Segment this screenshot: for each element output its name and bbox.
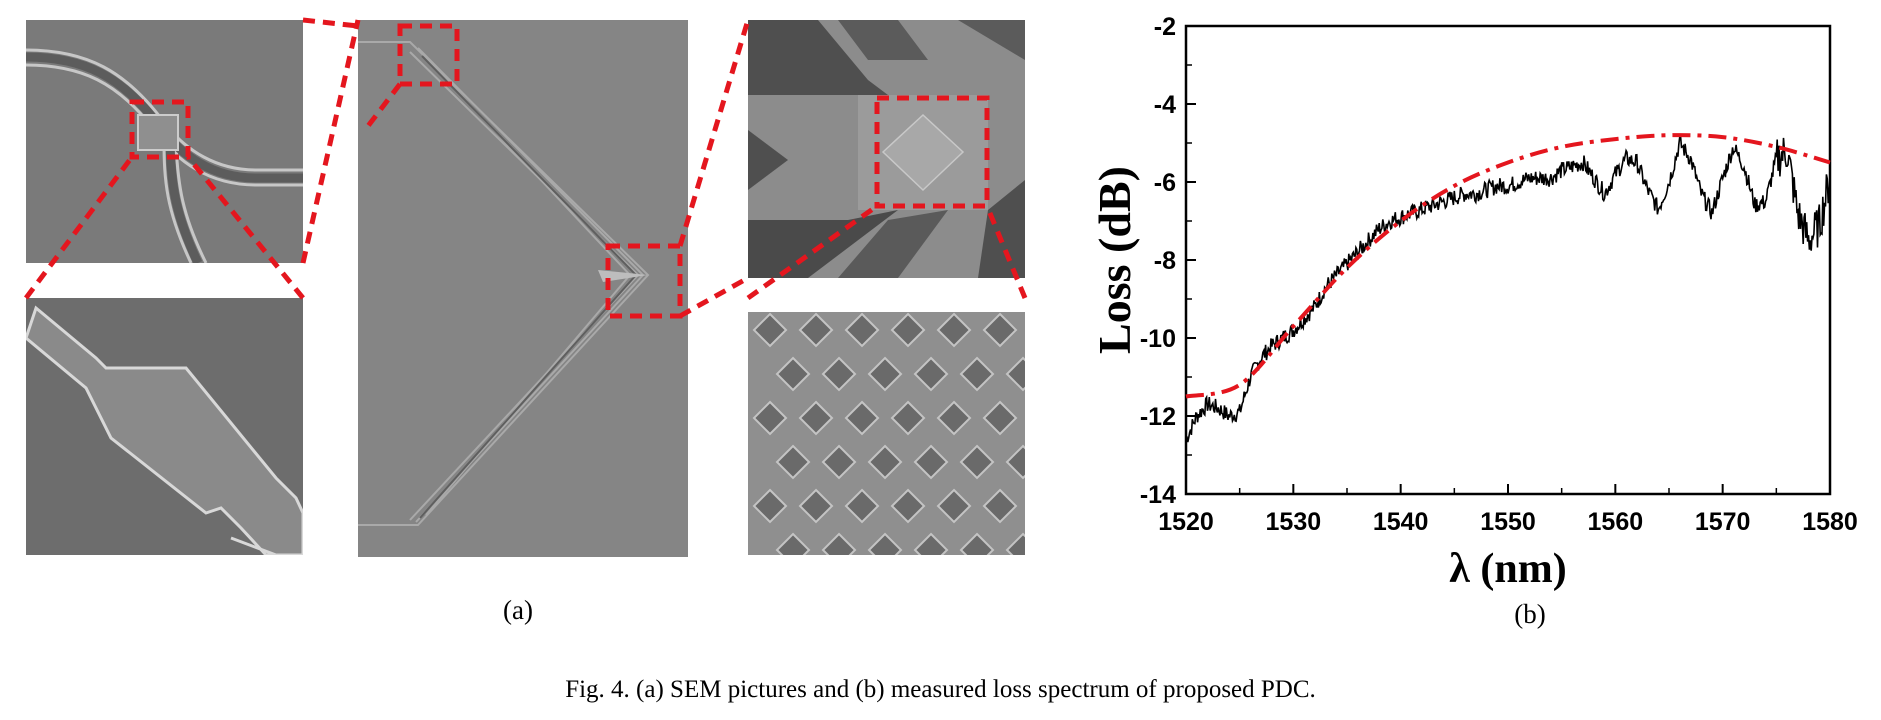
pc-hole <box>844 400 880 436</box>
y-tick-label: -10 <box>1140 325 1176 353</box>
pc-hole <box>798 488 834 524</box>
x-tick-label: 1540 <box>1373 508 1429 536</box>
y-axis: -2 -4 -6 -8 -10 -12 -14 <box>1140 13 1196 509</box>
envelope-fit-line <box>1185 133 1831 399</box>
pc-hole <box>867 356 903 392</box>
pc-hole <box>867 532 903 555</box>
pc-hole <box>959 444 995 480</box>
pc-hole <box>821 444 857 480</box>
pc-hole <box>959 532 995 555</box>
pc-hole <box>936 488 972 524</box>
pc-hole <box>867 444 903 480</box>
pc-hole <box>913 532 949 555</box>
y-tick-label: -6 <box>1154 169 1176 197</box>
x-tick-label: 1550 <box>1480 508 1536 536</box>
figure-caption: Fig. 4. (a) SEM pictures and (b) measure… <box>565 676 1316 703</box>
pc-hole <box>844 312 880 348</box>
pc-hole <box>752 400 788 436</box>
sem-junction-closeup <box>26 298 303 555</box>
x-tick-label: 1560 <box>1588 508 1644 536</box>
pc-hole <box>936 400 972 436</box>
x-tick-label: 1570 <box>1695 508 1751 536</box>
x-tick-label: 1520 <box>1158 508 1214 536</box>
pc-hole <box>1005 356 1025 392</box>
pc-hole <box>982 488 1018 524</box>
x-axis-label: λ (nm) <box>1449 546 1566 592</box>
x-tick-label: 1530 <box>1266 508 1322 536</box>
pc-hole <box>890 312 926 348</box>
panel-b-label: (b) <box>1514 599 1545 629</box>
measured-loss-line <box>1185 134 1831 443</box>
pc-hole <box>798 312 834 348</box>
pc-hole <box>752 312 788 348</box>
sem-center-overview <box>748 20 1025 278</box>
y-axis-label: Loss (dB) <box>1090 166 1140 354</box>
plot-frame <box>1184 24 1832 496</box>
pc-hole <box>798 400 834 436</box>
y-tick-label: -2 <box>1154 13 1176 41</box>
pc-hole <box>844 488 880 524</box>
pc-hole <box>890 488 926 524</box>
pc-hole <box>959 356 995 392</box>
pc-hole <box>913 356 949 392</box>
pc-hole <box>752 488 788 524</box>
pc-hole <box>1005 532 1025 555</box>
pc-hole <box>936 312 972 348</box>
pc-hole <box>890 400 926 436</box>
loss-spectrum-chart: -2-4-6-8-10-12-14 1520 1530 1540 1550 1560 15… <box>1090 13 1858 629</box>
y-tick-label: -14 <box>1140 481 1176 509</box>
panel-a-label: (a) <box>503 595 533 625</box>
x-axis: 1520 1530 1540 1550 1560 1570 1580 <box>1158 484 1858 536</box>
pc-hole <box>775 532 811 555</box>
y-tick-label: -8 <box>1154 247 1176 275</box>
sem-device-overview <box>358 20 688 557</box>
y-tick-label: -4 <box>1154 91 1176 119</box>
sem-junction-overview <box>26 20 303 263</box>
sem-photonic-crystal-closeup <box>748 312 1025 555</box>
pc-hole <box>982 312 1018 348</box>
pc-hole <box>821 532 857 555</box>
pc-hole <box>775 356 811 392</box>
pc-hole <box>775 444 811 480</box>
pc-hole <box>982 400 1018 436</box>
pc-hole <box>821 356 857 392</box>
pc-hole <box>913 444 949 480</box>
x-tick-label: 1580 <box>1802 508 1858 536</box>
pc-hole <box>1005 444 1025 480</box>
y-tick-label: -12 <box>1140 403 1176 431</box>
